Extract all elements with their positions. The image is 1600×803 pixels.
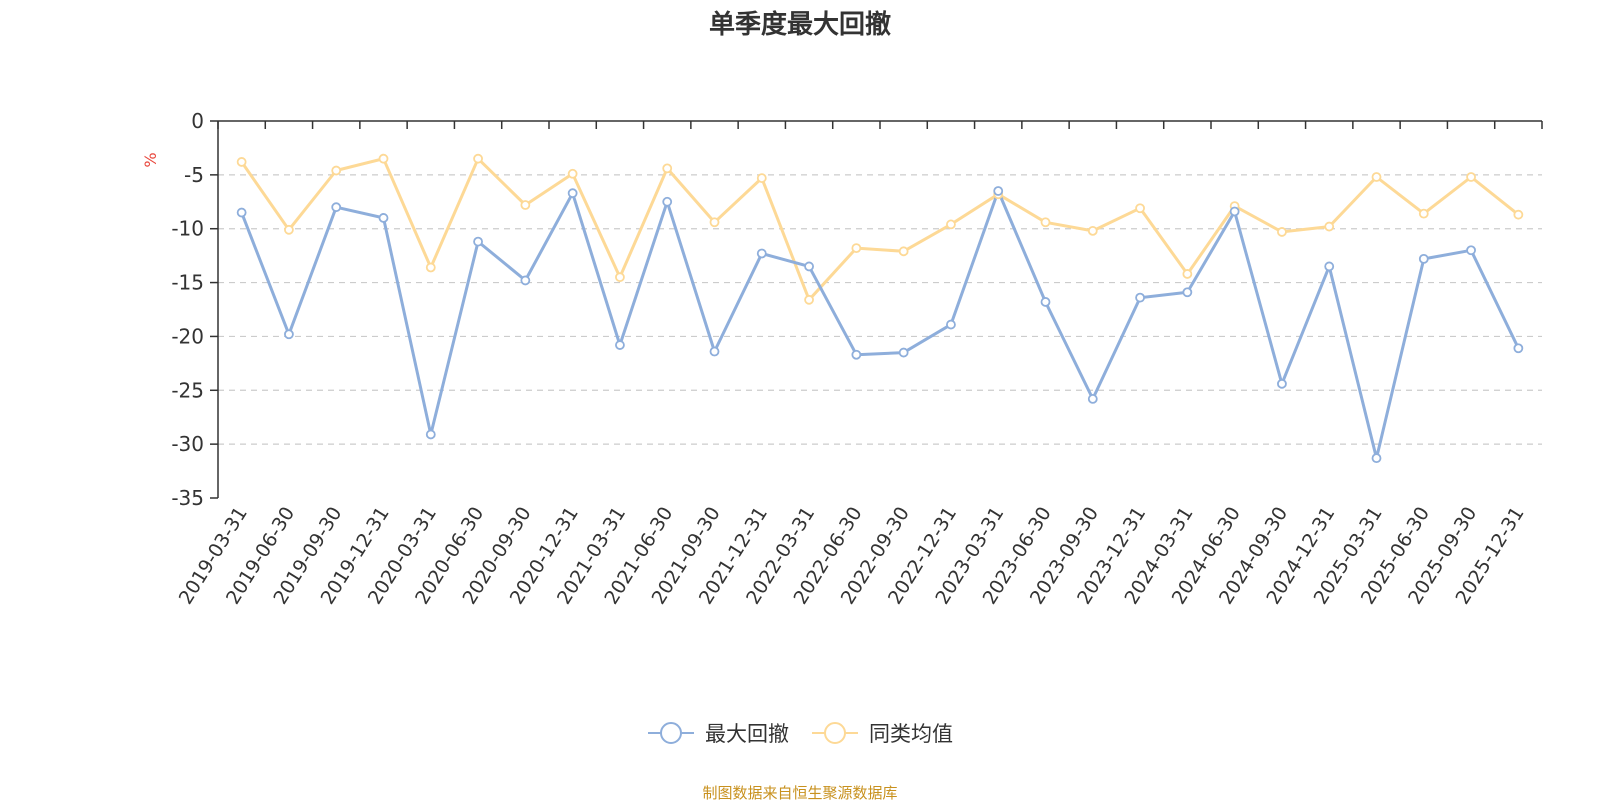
data-point-peer-average[interactable] bbox=[378, 153, 389, 164]
data-point-peer-average[interactable] bbox=[1277, 227, 1287, 237]
data-point-max-drawdown[interactable] bbox=[993, 186, 1004, 196]
y-axis-label: % bbox=[141, 152, 160, 167]
data-point-max-drawdown[interactable] bbox=[1040, 297, 1051, 307]
data-point-max-drawdown[interactable] bbox=[1371, 453, 1382, 464]
data-point-max-drawdown[interactable] bbox=[567, 188, 578, 199]
data-point-max-drawdown[interactable] bbox=[898, 347, 909, 358]
grid-lines bbox=[218, 174, 1542, 445]
data-point-peer-average[interactable] bbox=[946, 219, 956, 230]
data-points bbox=[236, 153, 1524, 464]
data-point-max-drawdown[interactable] bbox=[1087, 394, 1098, 404]
data-point-max-drawdown[interactable] bbox=[331, 202, 342, 213]
data-point-peer-average[interactable] bbox=[709, 217, 720, 228]
y-tick-label: -5 bbox=[184, 163, 204, 187]
data-point-max-drawdown[interactable] bbox=[520, 275, 531, 286]
y-tick-label: 0 bbox=[191, 109, 204, 133]
data-point-peer-average[interactable] bbox=[662, 163, 673, 174]
series-line-max-drawdown bbox=[240, 189, 1520, 460]
series-line-peer-average bbox=[240, 157, 1520, 302]
data-point-peer-average[interactable] bbox=[284, 224, 294, 235]
data-point-max-drawdown[interactable] bbox=[1466, 245, 1476, 256]
y-tick-label: -35 bbox=[171, 486, 204, 510]
data-point-max-drawdown[interactable] bbox=[1324, 261, 1335, 272]
chart-title: 单季度最大回撤 bbox=[708, 10, 891, 40]
data-point-peer-average[interactable] bbox=[1087, 225, 1098, 236]
data-point-max-drawdown[interactable] bbox=[615, 340, 625, 350]
data-point-peer-average[interactable] bbox=[615, 272, 625, 283]
source-note: 制图数据来自恒生聚源数据库 bbox=[702, 784, 898, 802]
data-point-peer-average[interactable] bbox=[851, 243, 862, 254]
data-point-max-drawdown[interactable] bbox=[756, 248, 767, 259]
legend-line-circle-icon bbox=[812, 722, 858, 744]
data-point-max-drawdown[interactable] bbox=[1513, 343, 1524, 354]
legend-item-peer-average[interactable]: 同类均值 bbox=[811, 718, 953, 748]
data-point-peer-average[interactable] bbox=[1371, 172, 1382, 182]
legend: 最大回撤 同类均值 bbox=[0, 718, 1600, 748]
data-point-peer-average[interactable] bbox=[1040, 217, 1051, 228]
data-point-max-drawdown[interactable] bbox=[378, 213, 389, 223]
data-point-max-drawdown[interactable] bbox=[662, 196, 673, 207]
data-point-max-drawdown[interactable] bbox=[946, 319, 956, 330]
data-point-max-drawdown[interactable] bbox=[1229, 206, 1240, 217]
data-point-max-drawdown[interactable] bbox=[425, 429, 436, 440]
data-point-peer-average[interactable] bbox=[1513, 209, 1524, 220]
data-point-peer-average[interactable] bbox=[236, 157, 247, 167]
y-tick-label: -15 bbox=[171, 271, 204, 295]
y-tick-label: -30 bbox=[171, 432, 204, 456]
data-point-max-drawdown[interactable] bbox=[1277, 378, 1287, 389]
data-point-max-drawdown[interactable] bbox=[236, 207, 247, 218]
data-point-peer-average[interactable] bbox=[898, 246, 909, 257]
legend-line-circle-icon bbox=[648, 722, 694, 744]
data-point-max-drawdown[interactable] bbox=[1135, 292, 1145, 303]
data-point-max-drawdown[interactable] bbox=[851, 349, 862, 360]
series-lines bbox=[240, 157, 1520, 460]
y-tick-label: -20 bbox=[171, 324, 204, 348]
data-point-peer-average[interactable] bbox=[1182, 269, 1193, 279]
data-point-max-drawdown[interactable] bbox=[804, 261, 814, 272]
data-point-peer-average[interactable] bbox=[1466, 172, 1476, 182]
data-point-peer-average[interactable] bbox=[425, 262, 436, 273]
data-point-peer-average[interactable] bbox=[567, 168, 578, 179]
data-point-peer-average[interactable] bbox=[1135, 203, 1145, 214]
data-point-peer-average[interactable] bbox=[1324, 221, 1335, 232]
data-point-peer-average[interactable] bbox=[804, 294, 814, 305]
data-point-peer-average[interactable] bbox=[520, 200, 531, 210]
data-point-peer-average[interactable] bbox=[1418, 208, 1429, 219]
legend-item-max-drawdown[interactable]: 最大回撤 bbox=[647, 718, 789, 748]
data-point-max-drawdown[interactable] bbox=[709, 346, 720, 357]
data-point-max-drawdown[interactable] bbox=[473, 236, 483, 247]
data-point-peer-average[interactable] bbox=[331, 165, 342, 176]
data-point-peer-average[interactable] bbox=[473, 153, 483, 164]
legend-label: 最大回撤 bbox=[705, 722, 789, 746]
data-point-max-drawdown[interactable] bbox=[1182, 287, 1193, 298]
legend-label: 同类均值 bbox=[869, 722, 953, 746]
y-tick-label: -25 bbox=[171, 378, 204, 402]
data-point-peer-average[interactable] bbox=[756, 173, 767, 183]
data-point-max-drawdown[interactable] bbox=[284, 329, 294, 340]
data-point-max-drawdown[interactable] bbox=[1418, 253, 1429, 264]
y-tick-label: -10 bbox=[171, 217, 204, 241]
